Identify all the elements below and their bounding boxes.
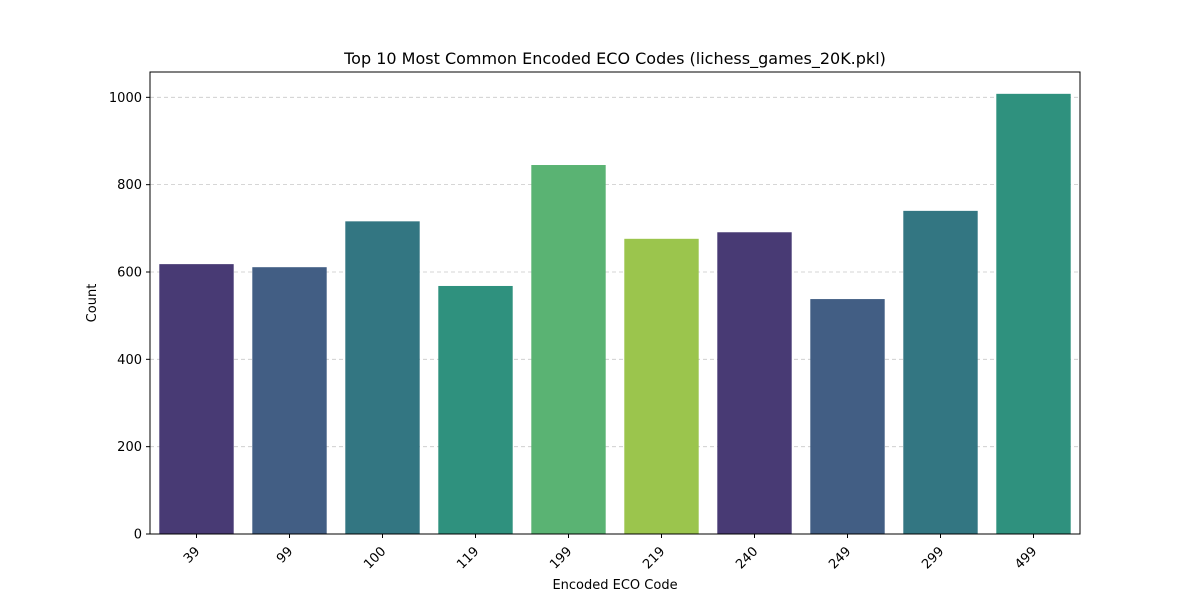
bar-219: [624, 238, 699, 534]
bar-249: [810, 299, 885, 534]
y-tick-label: 800: [117, 178, 142, 193]
plot-frame: [149, 71, 1081, 535]
bar-299: [903, 210, 978, 534]
bar-39: [159, 264, 234, 534]
bar-100: [345, 221, 420, 534]
y-tick-label: 600: [117, 265, 142, 280]
y-tick-label: 200: [117, 440, 142, 455]
x-axis-label: Encoded ECO Code: [552, 578, 677, 593]
bar-199: [531, 165, 606, 534]
chart-title: Top 10 Most Common Encoded ECO Codes (li…: [343, 49, 886, 69]
bar-240: [717, 232, 792, 534]
y-tick-label: 1000: [109, 91, 142, 106]
bar-499: [996, 93, 1071, 534]
y-axis-label: Count: [85, 284, 100, 323]
bar-119: [438, 285, 513, 534]
y-tick-label: 0: [134, 528, 142, 543]
bars: [159, 93, 1071, 534]
y-tick-label: 400: [117, 353, 142, 368]
bar-99: [252, 267, 327, 534]
y-axis: 0 200 400 600 800 1000: [109, 91, 150, 543]
